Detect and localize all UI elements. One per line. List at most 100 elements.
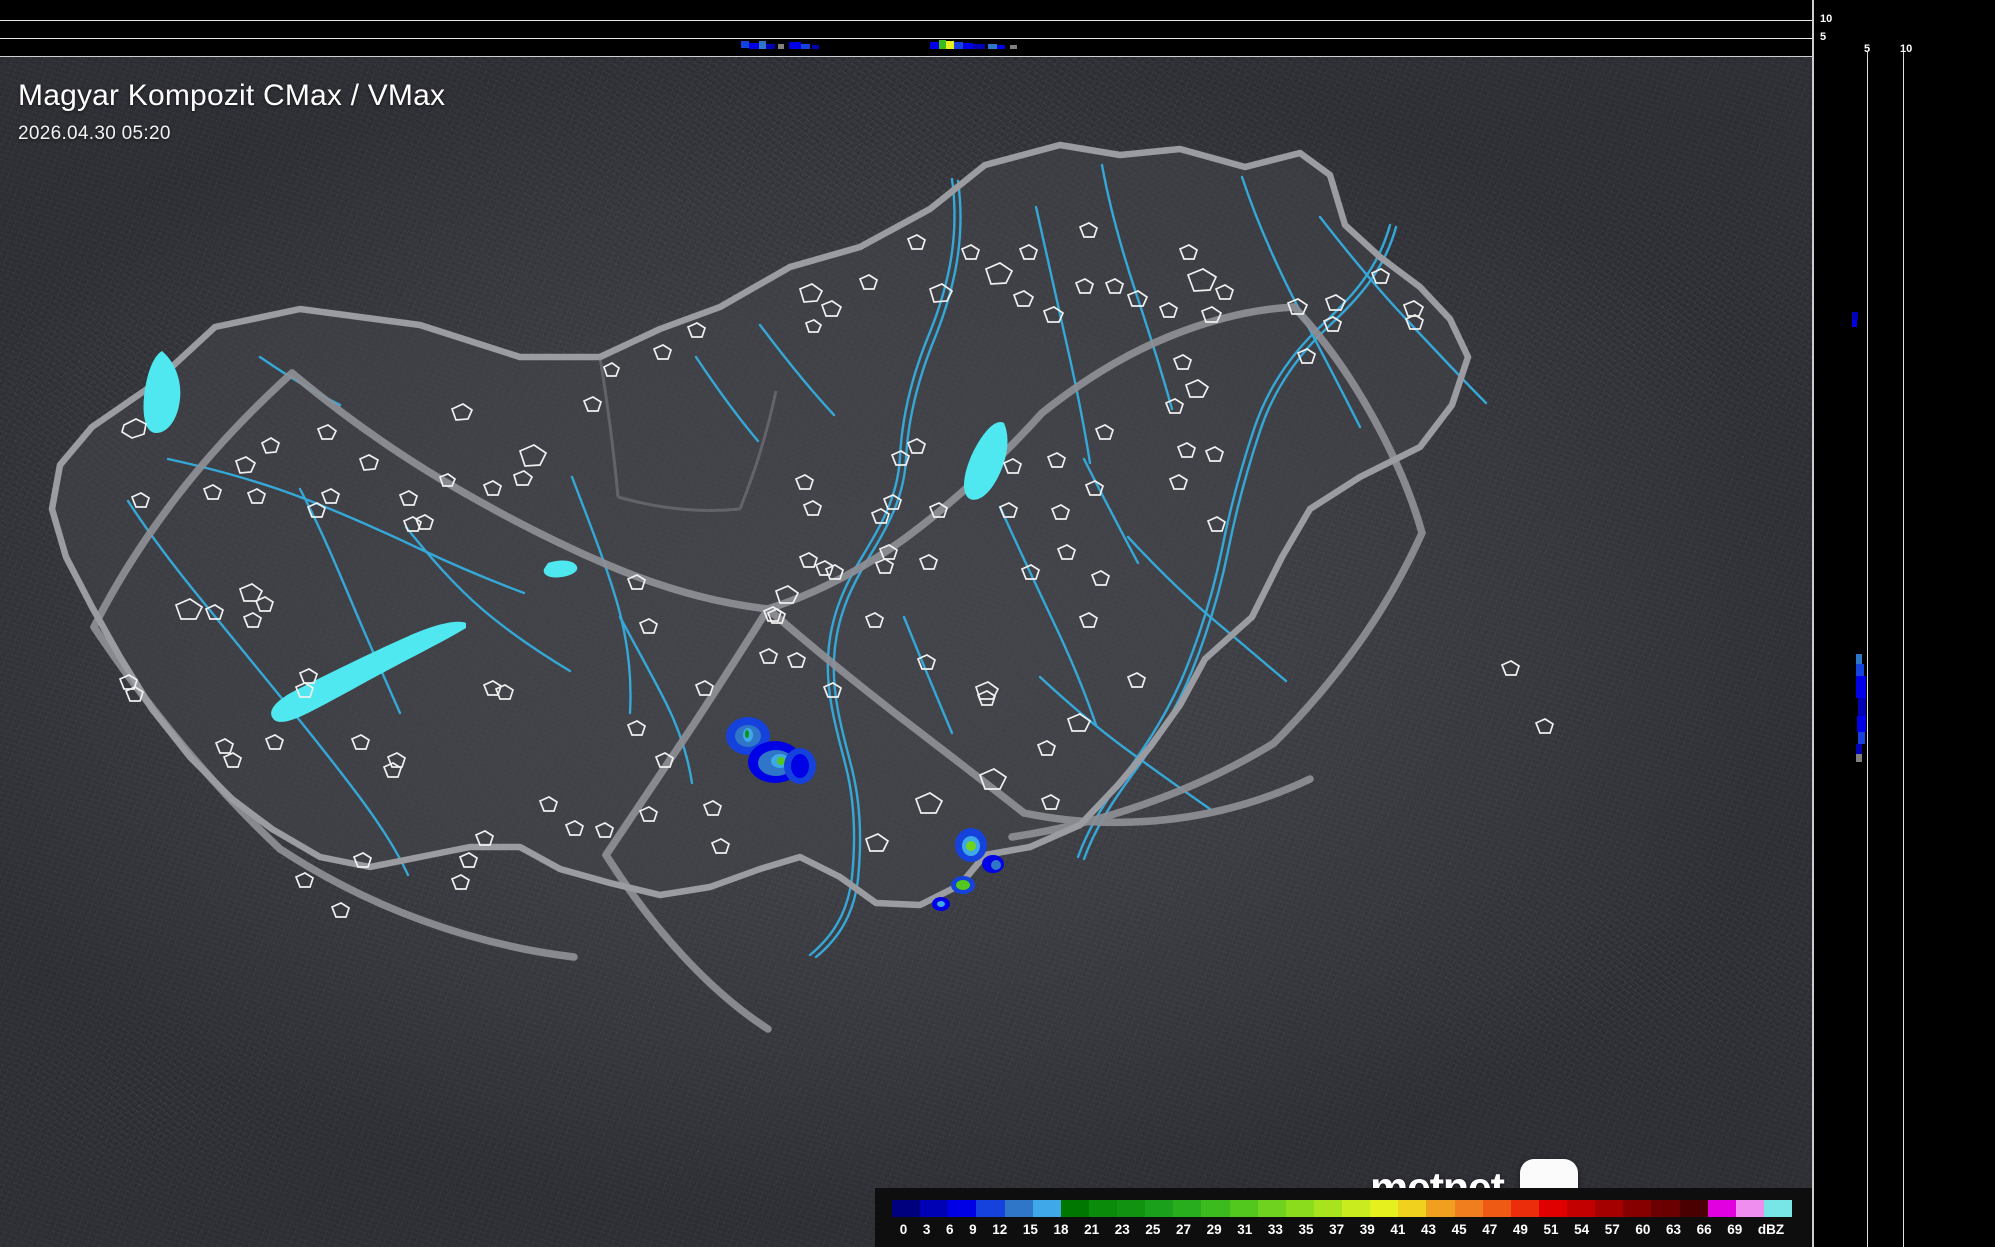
colorbar-swatch [1004, 1200, 1033, 1217]
colorbar-tick-label: 21 [1084, 1222, 1100, 1237]
colorbar-tick-label: 9 [969, 1222, 977, 1237]
colorbar-swatch [1510, 1200, 1539, 1217]
colorbar-swatch [1229, 1200, 1258, 1217]
echo-cell [954, 42, 963, 49]
colorbar-swatch [1651, 1200, 1680, 1217]
colorbar-swatch [1342, 1200, 1371, 1217]
colorbar-swatch [1145, 1200, 1174, 1217]
colorbar-swatch [1595, 1200, 1624, 1217]
colorbar-tick-label: 31 [1237, 1222, 1253, 1237]
gridline-10km [0, 20, 1812, 21]
colorbar-tick-label: 66 [1696, 1222, 1712, 1237]
axis-tick-5 [1867, 52, 1868, 57]
echo-cell [741, 41, 749, 48]
colorbar-swatch [948, 1200, 977, 1217]
echo-cell [1856, 654, 1862, 664]
echo-cell [1856, 744, 1862, 754]
radar-echo-cell [777, 757, 785, 765]
colorbar-tick-label: 51 [1543, 1222, 1559, 1237]
colorbar-tick-label: 27 [1175, 1222, 1192, 1237]
colorbar-swatch [1173, 1200, 1202, 1217]
echo-cell [1852, 320, 1857, 327]
xsec-divider-1 [1812, 57, 1814, 1247]
colorbar-swatch [1482, 1200, 1511, 1217]
colorbar-tick-label: 41 [1390, 1222, 1406, 1237]
dbz-colorbar-panel[interactable]: 0 3 6 9 12 15 18 21 23 25 27 29 31 33 35 37 39 41 43 45 47 49… [875, 1188, 1812, 1247]
echo-cell [997, 45, 1005, 49]
echo-cell [1858, 698, 1866, 716]
colorbar-swatch [1763, 1200, 1792, 1217]
vmax-north-south-cross-section[interactable] [1812, 57, 1995, 1247]
colorbar-tick-label: 37 [1329, 1222, 1345, 1237]
map-vector-layer [48, 141, 1555, 1033]
echo-cell [1852, 312, 1858, 320]
colorbar-tick-label: 35 [1298, 1222, 1314, 1237]
radar-echo-cell [937, 901, 945, 907]
echo-cell [801, 44, 810, 49]
colorbar-swatch [1398, 1200, 1427, 1217]
radar-echo-layer [726, 717, 1004, 911]
axis-label-5: 5 [1820, 31, 1827, 43]
colorbar-swatch [1201, 1200, 1230, 1217]
colorbar-tick-label: 43 [1420, 1222, 1437, 1237]
echo-cell [789, 42, 801, 49]
axis-tick-10 [1903, 52, 1904, 57]
gridline-5km [0, 38, 1812, 39]
colorbar-tick-label: 63 [1665, 1222, 1682, 1237]
dbz-colorbar [892, 1200, 1792, 1217]
colorbar-swatch [1623, 1200, 1652, 1217]
colorbar-tick-label: 29 [1206, 1222, 1222, 1237]
colorbar-swatch [920, 1200, 949, 1217]
echo-cell [749, 43, 759, 49]
axis-baseline-label-5: 5 [1864, 43, 1871, 55]
echo-cell [778, 44, 784, 49]
river-layer [126, 163, 1488, 959]
colorbar-tick-label: 3 [922, 1222, 931, 1237]
echo-cell [946, 41, 954, 49]
dbz-colorbar-ticks: 0 3 6 9 12 15 18 21 23 25 27 29 31 33 35 37 39 41 43 45 47 49… [892, 1219, 1792, 1243]
colorbar-swatch [892, 1200, 921, 1217]
colorbar-tick-label: 60 [1635, 1222, 1651, 1237]
radar-echo-cell [966, 841, 976, 851]
colorbar-swatch [1117, 1200, 1146, 1217]
echo-cell [963, 43, 973, 49]
colorbar-tick-label: 0 [899, 1222, 908, 1237]
echo-cell [1856, 754, 1862, 762]
colorbar-swatch [1370, 1200, 1399, 1217]
colorbar-swatch [1735, 1200, 1764, 1217]
colorbar-tick-label: 69 [1727, 1222, 1743, 1237]
colorbar-swatch [1707, 1200, 1736, 1217]
colorbar-tick-label: 39 [1359, 1222, 1375, 1237]
colorbar-tick-label: dBZ [1757, 1222, 1785, 1237]
colorbar-tick-label: 47 [1482, 1222, 1498, 1237]
colorbar-swatch [1313, 1200, 1342, 1217]
timestamp-label: 2026.04.30 05:20 [18, 123, 171, 144]
colorbar-tick-label: 57 [1604, 1222, 1620, 1237]
colorbar-tick-label: 18 [1053, 1222, 1069, 1237]
colorbar-swatch [1538, 1200, 1567, 1217]
colorbar-tick-label: 45 [1451, 1222, 1467, 1237]
colorbar-tick-label: 54 [1574, 1222, 1590, 1237]
echo-cell [1857, 716, 1866, 732]
axis-label-10: 10 [1820, 13, 1833, 25]
colorbar-swatch [1257, 1200, 1286, 1217]
lake-layer [143, 351, 1008, 722]
colorbar-tick-label: 25 [1145, 1222, 1161, 1237]
colorbar-swatch [1060, 1200, 1089, 1217]
echo-cell [812, 45, 819, 49]
xsec-divider-2 [1867, 57, 1868, 1247]
colorbar-tick-label: 23 [1114, 1222, 1130, 1237]
hungary-radar-composite-map[interactable]: Magyar Kompozit CMax / VMax 2026.04.30 0… [0, 57, 1812, 1247]
echo-cell [973, 44, 985, 49]
radar-echo-cell [791, 754, 809, 778]
echo-cell [930, 42, 939, 49]
colorbar-swatch [1285, 1200, 1314, 1217]
colorbar-tick-label: 6 [946, 1222, 954, 1237]
colorbar-swatch [976, 1200, 1005, 1217]
echo-cell [939, 40, 946, 49]
colorbar-tick-label: 49 [1512, 1222, 1528, 1237]
colorbar-swatch [1454, 1200, 1483, 1217]
vmax-east-west-cross-section[interactable] [0, 0, 1812, 57]
echo-cell [1856, 676, 1866, 698]
axis-divider [1812, 0, 1814, 57]
